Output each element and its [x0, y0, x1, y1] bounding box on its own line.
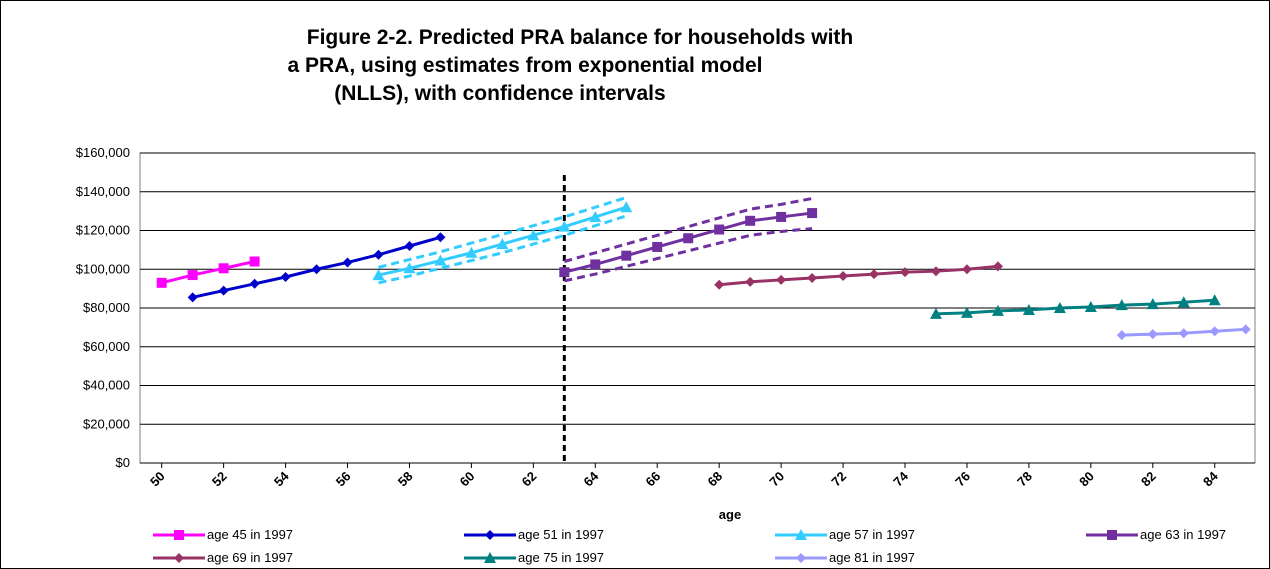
marker: [311, 264, 322, 275]
marker: [652, 241, 663, 252]
marker: [776, 211, 787, 222]
marker: [621, 250, 632, 261]
marker: [590, 259, 601, 270]
y-tick-label: $80,000: [83, 300, 130, 315]
legend-marker: [174, 553, 184, 563]
y-tick-label: $100,000: [76, 261, 130, 276]
marker: [1240, 324, 1251, 335]
y-tick-label: $140,000: [76, 184, 130, 199]
marker: [558, 220, 571, 232]
marker: [1178, 328, 1189, 339]
y-tick-label: $120,000: [76, 223, 130, 238]
legend-label: age 45 in 1997: [207, 527, 293, 542]
chart-title: Figure 2-2. Predicted PRA balance for ho…: [307, 26, 853, 49]
legend-label: age 81 in 1997: [829, 550, 915, 565]
marker: [714, 279, 725, 290]
marker: [372, 269, 385, 281]
marker: [930, 266, 941, 277]
marker: [838, 271, 849, 282]
legend-label: age 69 in 1997: [207, 550, 293, 565]
y-tick-label: $20,000: [83, 416, 130, 431]
legend-marker: [796, 553, 806, 563]
y-tick-label: $40,000: [83, 378, 130, 393]
legend-marker: [484, 552, 496, 563]
marker: [218, 263, 229, 274]
confidence-line: [378, 214, 627, 285]
marker: [218, 285, 229, 296]
marker: [745, 215, 756, 226]
marker: [620, 201, 633, 213]
legend-marker: [485, 530, 495, 540]
marker: [465, 246, 478, 258]
y-tick-label: $60,000: [83, 339, 130, 354]
marker: [900, 267, 911, 278]
marker: [1115, 299, 1128, 311]
marker: [1084, 301, 1097, 313]
marker: [589, 210, 602, 222]
x-axis-label: age: [719, 507, 741, 522]
legend-label: age 51 in 1997: [518, 527, 604, 542]
marker: [342, 257, 353, 268]
marker: [1116, 330, 1127, 341]
chart-title: (NLLS), with confidence intervals: [334, 82, 665, 105]
legend-label: age 57 in 1997: [829, 527, 915, 542]
legend-label: age 63 in 1997: [1140, 527, 1226, 542]
marker: [807, 208, 818, 219]
marker: [961, 264, 972, 275]
marker: [559, 267, 570, 278]
y-tick-label: $160,000: [76, 145, 130, 160]
confidence-line: [563, 197, 813, 263]
y-tick-label: $0: [116, 455, 130, 470]
marker: [1053, 302, 1066, 313]
legend-marker: [174, 530, 184, 540]
marker: [187, 270, 198, 281]
marker: [960, 306, 973, 318]
series-line: [935, 298, 1215, 316]
marker: [807, 272, 818, 283]
marker: [403, 262, 416, 274]
marker: [1146, 298, 1159, 310]
chart-title: a PRA, using estimates from exponential …: [288, 54, 763, 77]
marker: [869, 269, 880, 280]
legend-marker: [795, 529, 807, 540]
marker: [991, 304, 1004, 316]
marker: [249, 278, 260, 289]
legend-label: age 75 in 1997: [518, 550, 604, 565]
confidence-line: [563, 227, 813, 283]
marker: [280, 272, 291, 282]
marker: [249, 256, 260, 267]
marker: [373, 249, 384, 260]
marker: [929, 307, 942, 319]
marker: [992, 261, 1003, 272]
marker: [527, 229, 540, 241]
marker: [187, 292, 198, 303]
marker: [745, 276, 756, 287]
legend-marker: [1107, 530, 1117, 540]
confidence-line: [378, 196, 627, 269]
series-line: [719, 264, 999, 287]
marker: [1022, 303, 1035, 315]
marker: [1147, 329, 1158, 340]
marker: [1209, 326, 1220, 337]
marker: [714, 224, 725, 235]
marker: [776, 274, 787, 285]
marker: [1208, 294, 1221, 306]
marker: [683, 233, 694, 244]
marker: [435, 232, 446, 243]
series-line: [161, 260, 255, 285]
marker: [496, 238, 509, 250]
marker: [434, 254, 447, 266]
marker: [1177, 296, 1190, 308]
marker: [156, 277, 167, 288]
marker: [404, 241, 415, 251]
